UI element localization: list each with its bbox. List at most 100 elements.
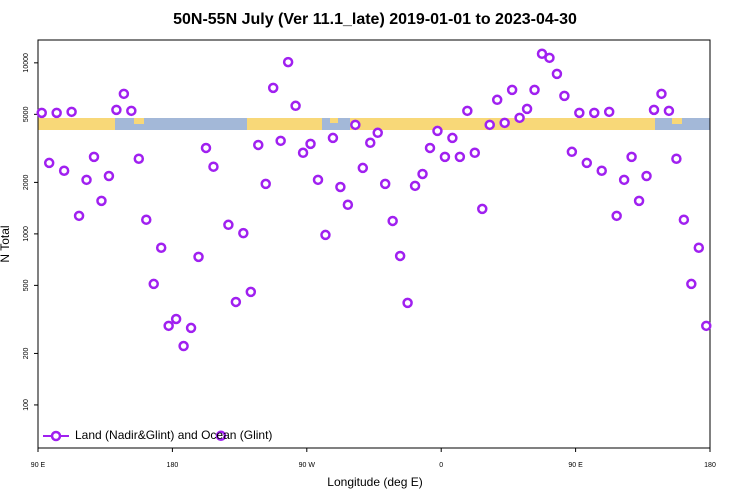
land-band	[672, 118, 682, 124]
point	[305, 138, 316, 150]
point	[335, 181, 346, 193]
point	[81, 174, 92, 186]
x-tick-label: 180	[167, 462, 179, 469]
point	[215, 430, 227, 442]
point	[678, 214, 690, 225]
point	[372, 127, 383, 139]
point	[230, 296, 242, 308]
y-tick-label: 500	[23, 279, 30, 291]
point	[633, 195, 645, 207]
point	[73, 210, 85, 222]
point	[439, 151, 451, 163]
point	[693, 242, 705, 253]
x-tick-label: 90 E	[31, 462, 46, 469]
y-tick-label: 200	[23, 347, 30, 359]
point	[514, 112, 525, 124]
point	[447, 132, 458, 144]
point	[618, 174, 630, 186]
point	[409, 180, 421, 192]
point	[118, 88, 130, 100]
point	[454, 151, 466, 163]
point	[290, 100, 301, 112]
point	[327, 132, 339, 144]
point	[462, 105, 473, 117]
point	[163, 320, 174, 332]
x-tick-label: 180	[704, 462, 716, 469]
point	[253, 139, 264, 151]
point	[170, 313, 182, 325]
point	[387, 215, 398, 227]
legend-label: Land (Nadir&Glint) and Ocean (Glint)	[75, 428, 272, 442]
point	[282, 56, 294, 68]
point	[320, 229, 331, 241]
point	[402, 297, 413, 309]
y-tick-label: 2000	[23, 175, 30, 191]
chart-title: 50N-55N July (Ver 11.1_late) 2019-01-01 …	[173, 11, 577, 28]
point	[566, 146, 578, 158]
point	[521, 103, 533, 115]
point	[223, 219, 234, 231]
point	[663, 105, 675, 117]
land-band	[247, 118, 322, 130]
point	[574, 107, 585, 119]
point	[260, 178, 271, 190]
y-tick-label: 10000	[23, 53, 30, 73]
legend-marker	[50, 430, 62, 442]
point	[656, 88, 667, 100]
point	[312, 174, 324, 186]
point	[200, 142, 212, 154]
point	[671, 153, 682, 164]
point	[185, 322, 197, 334]
point	[686, 278, 697, 290]
point	[297, 147, 309, 159]
point	[133, 153, 145, 164]
point	[155, 242, 167, 253]
point	[506, 84, 518, 96]
point	[596, 165, 607, 176]
point	[499, 117, 510, 129]
point	[529, 84, 540, 96]
y-axis-label: N Total	[0, 225, 12, 262]
point	[350, 119, 361, 131]
x-axis-label: Longitude (deg E)	[327, 475, 422, 489]
point	[357, 162, 369, 174]
point	[238, 227, 249, 239]
point	[484, 119, 495, 131]
y-tick-label: 5000	[23, 106, 30, 122]
point	[544, 52, 555, 64]
x-tick-label: 90 W	[299, 462, 316, 469]
point	[603, 106, 615, 118]
point	[469, 147, 481, 159]
point	[581, 157, 593, 169]
plot-frame	[37, 39, 711, 449]
point	[36, 107, 47, 119]
point	[58, 165, 70, 176]
point	[66, 106, 77, 118]
land-band	[134, 118, 144, 124]
point	[96, 195, 107, 207]
land-band	[38, 118, 115, 130]
point	[417, 168, 428, 180]
point	[267, 82, 279, 94]
point	[424, 142, 436, 154]
point	[491, 94, 503, 106]
point	[126, 105, 137, 117]
point	[379, 178, 391, 190]
point	[551, 68, 563, 80]
point	[103, 170, 115, 182]
point	[43, 157, 55, 169]
point	[648, 104, 660, 116]
point	[536, 48, 548, 60]
point	[111, 104, 122, 116]
point	[148, 278, 159, 290]
point	[193, 251, 204, 263]
x-tick-label: 0	[439, 462, 443, 469]
point	[88, 151, 100, 163]
point	[208, 161, 219, 172]
x-tick-label: 90 E	[568, 462, 583, 469]
point	[178, 340, 189, 352]
point	[477, 203, 488, 215]
point	[141, 214, 152, 225]
